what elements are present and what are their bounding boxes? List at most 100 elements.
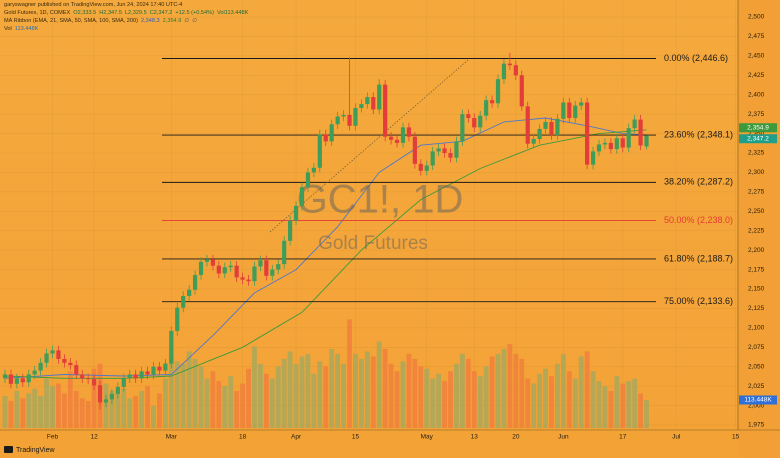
legend-item: C2,347.2 [149, 10, 173, 16]
legend-item: +12.5 (+0.54%) [175, 10, 214, 16]
fib-label: 38.20% (2,287.2) [664, 177, 733, 187]
y-tick-label: 2,450 [748, 53, 765, 60]
volume-bar [382, 349, 388, 428]
candle-body [406, 127, 412, 137]
y-tick-label: 2,075 [748, 344, 765, 351]
y-tick-label: 2,275 [748, 189, 765, 196]
volume-bar [602, 386, 608, 428]
candle-body [246, 279, 251, 282]
candle-body [26, 374, 31, 383]
candle-body [127, 374, 132, 379]
legend-item: H2,347.5 [99, 10, 122, 16]
legend-item: Vol [4, 26, 12, 32]
candle-body [626, 128, 631, 148]
candle-body [371, 97, 376, 110]
y-tick-label: 2,200 [748, 247, 765, 254]
candle-body [478, 115, 483, 128]
publisher: garyswagner published on TradingView.com… [4, 2, 183, 8]
candle-body [400, 127, 406, 143]
volume-bar [73, 390, 79, 428]
volume-bar [293, 363, 299, 428]
candle-body [549, 121, 554, 136]
candle-body [181, 295, 186, 308]
candle-body [121, 378, 126, 387]
y-tick-label: 2,325 [748, 150, 765, 157]
fib-label: 23.60% (2,348.1) [664, 129, 733, 139]
volume-bar [157, 393, 162, 428]
volume-bar [388, 363, 394, 428]
volume-bar [418, 366, 424, 428]
volume-bar [543, 368, 548, 428]
volume-bar [549, 376, 554, 428]
volume-bar [471, 371, 477, 428]
fib-label: 61.80% (2,188.7) [664, 253, 733, 263]
x-tick-label: Jun [558, 434, 569, 441]
y-tick-label: 2,225 [748, 227, 765, 234]
volume-bar [400, 361, 406, 428]
volume-bar [465, 358, 471, 428]
volume-bar [632, 378, 638, 428]
y-tick-label: 2,100 [748, 325, 765, 332]
volume-bar [85, 400, 91, 428]
footer-brand: TradingView [16, 447, 55, 454]
x-tick-label: Feb [47, 434, 59, 441]
candle-body [489, 100, 495, 104]
volume-bar [507, 344, 513, 428]
volume-tag [739, 395, 777, 405]
volume-bar [584, 351, 590, 428]
volume-bar [14, 390, 20, 428]
y-tick-label: 2,425 [748, 72, 765, 79]
volume-bar [358, 358, 364, 428]
candle-body [50, 350, 55, 354]
volume-bar [121, 388, 127, 428]
volume-bar [115, 393, 121, 428]
candle-body [329, 124, 334, 142]
candle-body [276, 264, 281, 270]
volume-bar [323, 366, 329, 428]
volume-bar [353, 353, 358, 428]
candle-body [198, 261, 204, 275]
volume-bar [412, 358, 418, 428]
candle-body [436, 148, 441, 152]
volume-bar [489, 356, 495, 428]
candle-body [305, 172, 311, 188]
publisher-line: garyswagner published on TradingView.com… [4, 1, 251, 9]
candle-body [293, 205, 299, 221]
y-tick-label: 2,025 [748, 383, 765, 390]
x-tick-label: 13 [471, 434, 479, 441]
candle-body [14, 378, 19, 384]
volume-bar [234, 390, 240, 428]
volume-bar [2, 395, 8, 428]
volume-bar [246, 368, 251, 428]
volume-bar [376, 341, 382, 428]
volume-bar [44, 378, 49, 428]
logo [4, 446, 13, 453]
candle-body [377, 84, 382, 110]
volume-bar [198, 366, 204, 428]
candle-body [466, 114, 471, 119]
candle-body [210, 259, 215, 266]
candle-body [86, 378, 91, 380]
candle-body [157, 366, 162, 371]
candle-body [507, 63, 512, 66]
candle-body [335, 116, 340, 125]
x-tick-label: 17 [619, 434, 627, 441]
volume-bar [67, 371, 73, 428]
candle-body [311, 167, 316, 173]
candle-body [80, 374, 85, 379]
volume-bar [459, 353, 465, 428]
candle-body [115, 386, 120, 394]
candle-body [32, 370, 37, 375]
candle-body [448, 153, 453, 158]
candle-body [543, 121, 548, 129]
candle-body [133, 374, 138, 379]
volume-bar [228, 376, 234, 428]
x-tick-label: 20 [512, 434, 520, 441]
candle-body [531, 139, 536, 144]
legend-item: 2,348.3 [141, 18, 160, 24]
x-tick-label: Jul [672, 434, 681, 441]
volume-bar [596, 381, 602, 428]
candle-body [228, 265, 233, 268]
